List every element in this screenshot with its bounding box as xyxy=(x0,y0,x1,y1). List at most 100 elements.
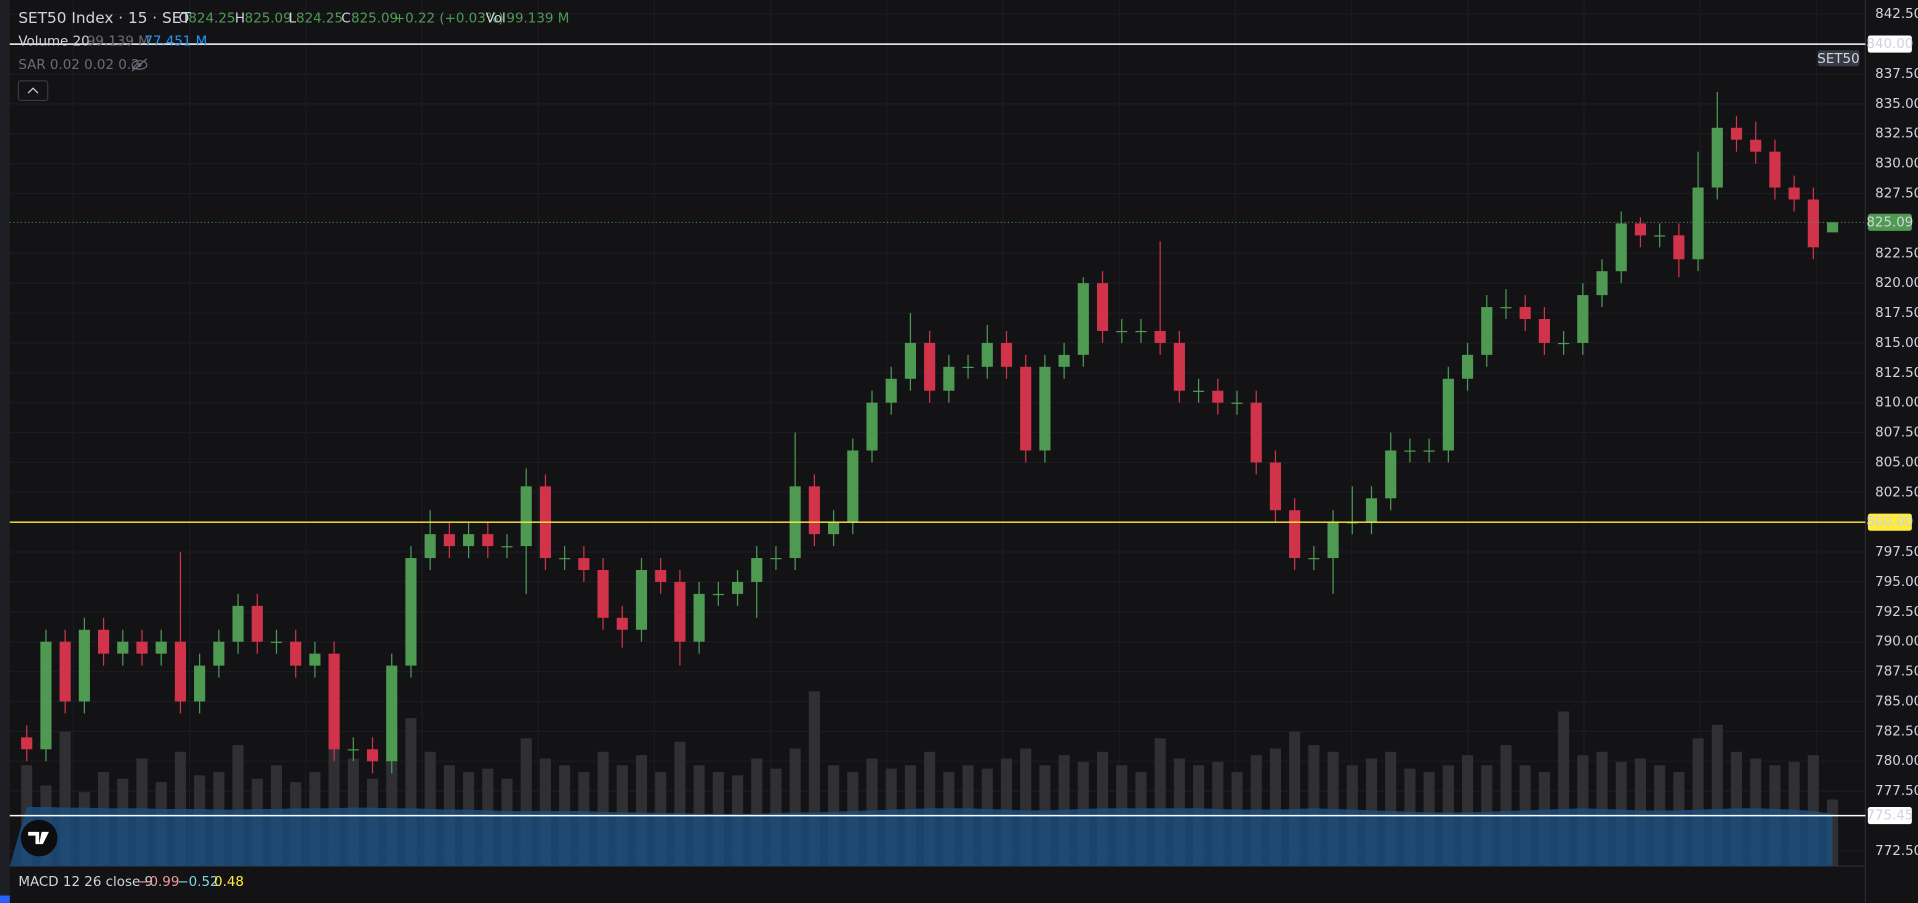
volume-bar xyxy=(1711,724,1723,867)
candle-body xyxy=(1000,342,1013,367)
y-tick-label: 810.00 xyxy=(1875,396,1918,411)
candle-body xyxy=(1538,319,1550,343)
candle-body xyxy=(597,570,609,618)
candle-body xyxy=(559,558,571,560)
candle-body xyxy=(1404,450,1416,452)
candle-body xyxy=(1788,187,1800,200)
candle-body xyxy=(1154,330,1166,343)
candle-body xyxy=(1596,271,1608,296)
symbol-tag-text: SET50 xyxy=(1817,52,1859,67)
candle-body xyxy=(1212,390,1224,403)
candle-body xyxy=(1730,127,1743,140)
logo[interactable] xyxy=(20,819,58,857)
candle-body xyxy=(347,749,359,751)
candle-body xyxy=(770,558,782,560)
price-label-box xyxy=(1867,513,1912,531)
candle-body xyxy=(981,342,993,367)
candle-body xyxy=(463,534,475,547)
change: +0.22 (+0.03%) xyxy=(394,11,504,26)
volume-name[interactable]: Volume 20 xyxy=(18,35,89,50)
y-tick-label: 772.50 xyxy=(1875,844,1918,859)
hide-icon[interactable] xyxy=(131,58,148,72)
candle-body xyxy=(962,366,974,369)
candle-body xyxy=(520,486,532,547)
candle-body xyxy=(751,558,763,582)
candle-body xyxy=(1058,354,1070,367)
candle-body xyxy=(1442,378,1454,451)
candle-body xyxy=(1481,307,1493,355)
candle-body xyxy=(1365,498,1378,523)
volume-bar xyxy=(386,724,398,867)
volume-bar xyxy=(1461,755,1474,867)
candle-body xyxy=(290,641,302,666)
y-tick-label: 830.00 xyxy=(1875,157,1918,172)
y-tick-label: 787.50 xyxy=(1875,665,1918,680)
candle-body xyxy=(270,641,283,643)
collapse-button[interactable] xyxy=(17,80,49,102)
candle-body xyxy=(1385,450,1397,499)
price-label-box xyxy=(1867,35,1912,53)
y-tick-label: 812.50 xyxy=(1875,366,1918,381)
y-tick-label: 785.00 xyxy=(1875,694,1918,709)
candle-body xyxy=(386,665,398,762)
vol-label: Vol xyxy=(486,11,506,26)
candle-body xyxy=(443,534,455,547)
candle-body xyxy=(117,641,129,654)
candle-body xyxy=(1039,366,1051,451)
open-label: O xyxy=(179,11,190,26)
candle-body xyxy=(309,653,321,666)
candle-body xyxy=(1461,354,1474,379)
volume-bar xyxy=(232,745,244,867)
open-value: 824.25 xyxy=(188,11,235,26)
candle-body xyxy=(482,534,494,547)
candle-body xyxy=(424,534,436,559)
candle-body xyxy=(1750,139,1762,152)
volume-bar xyxy=(424,751,436,867)
candle-body xyxy=(1711,127,1723,188)
candle-body xyxy=(1269,462,1282,511)
candle-body xyxy=(174,641,186,702)
volume-bar xyxy=(1826,799,1839,867)
volume-bar xyxy=(174,751,186,867)
volume-bar xyxy=(674,741,686,867)
volume-bar xyxy=(1692,738,1704,867)
volume-bar xyxy=(405,718,417,867)
candle-body xyxy=(98,629,110,654)
candle-body xyxy=(712,593,724,596)
candle-body xyxy=(366,749,379,762)
y-tick-label: 842.50 xyxy=(1875,7,1918,22)
candle-body xyxy=(501,546,513,548)
candle-body xyxy=(674,581,686,642)
price-label: 825.09 xyxy=(1866,215,1913,230)
candle-body xyxy=(866,402,878,451)
macd-name[interactable]: MACD 12 26 close 9 xyxy=(18,875,153,890)
sar-legend[interactable]: SAR 0.02 0.02 0.2 xyxy=(18,58,139,73)
y-tick-label: 837.50 xyxy=(1875,67,1918,82)
symbol[interactable]: SET50 Index · 15 · SET xyxy=(18,9,191,27)
price-label: 775.45 xyxy=(1866,809,1913,824)
volume-ma-area xyxy=(9,806,1833,867)
candle-body xyxy=(1173,342,1185,391)
y-tick-label: 782.50 xyxy=(1875,724,1918,739)
volume-bar xyxy=(1385,751,1397,867)
volume-bar xyxy=(1500,745,1512,867)
candle-body xyxy=(1769,151,1781,188)
candle-body xyxy=(232,605,244,642)
y-tick-label: 805.00 xyxy=(1875,455,1918,470)
candle-body xyxy=(1634,223,1647,236)
candle-body xyxy=(635,570,648,630)
y-tick-label: 835.00 xyxy=(1875,97,1918,112)
price-label: 840.00 xyxy=(1866,37,1913,52)
candle-body xyxy=(943,366,955,391)
volume-bar xyxy=(1807,755,1819,867)
y-tick-label: 817.50 xyxy=(1875,306,1918,321)
candle-body xyxy=(731,581,744,594)
candle-body xyxy=(1077,283,1089,355)
candle-body xyxy=(328,653,340,750)
candle-body xyxy=(885,378,897,403)
candle-body xyxy=(1692,187,1704,260)
candle-body xyxy=(194,665,206,702)
candle-body xyxy=(578,558,590,571)
symbol-tag: SET50 xyxy=(1817,50,1860,67)
